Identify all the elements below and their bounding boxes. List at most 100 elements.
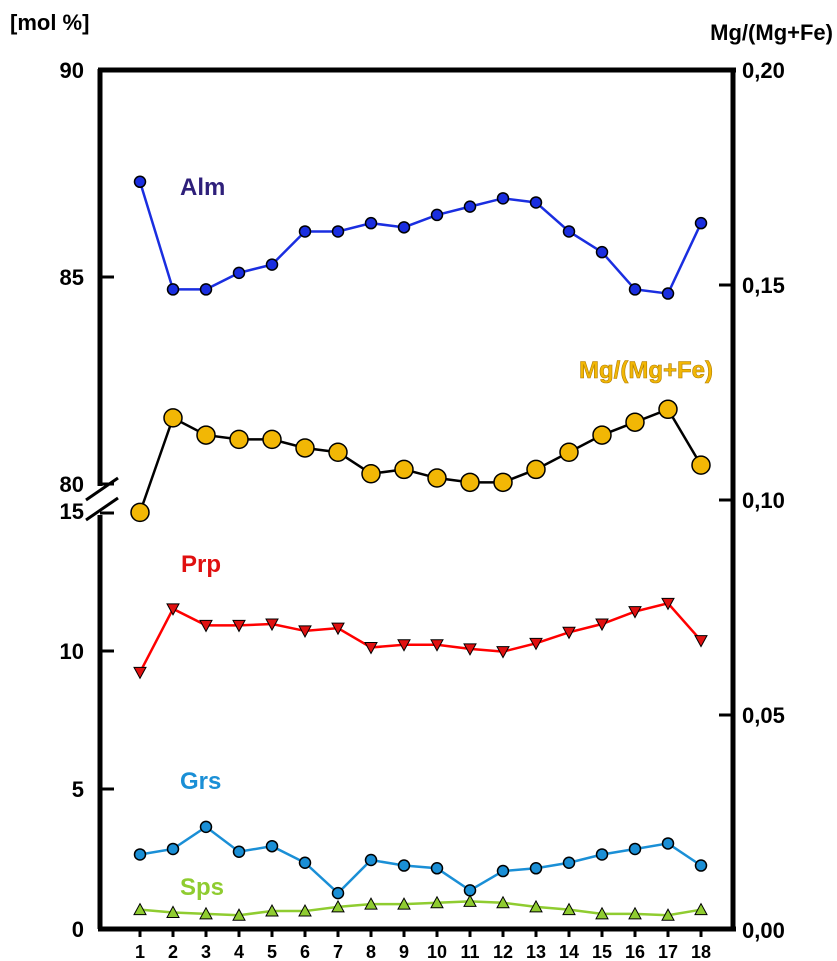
series-label-mg-mg-fe: Mg/(Mg+Fe) xyxy=(579,357,713,384)
x-tick-label: 9 xyxy=(399,942,409,961)
data-point-mg-mg-fe xyxy=(526,459,546,480)
data-point-grs xyxy=(265,839,279,853)
data-point-prp xyxy=(199,619,213,633)
data-point-sps xyxy=(166,905,180,918)
series-line-grs xyxy=(139,825,702,895)
x-tick-label: 13 xyxy=(526,942,546,961)
x-tick-label: 6 xyxy=(300,942,310,961)
data-point-grs xyxy=(331,886,345,900)
axis-break-mark-lower xyxy=(85,496,119,522)
data-point-sps xyxy=(562,902,576,916)
data-point-alm xyxy=(628,283,642,296)
data-point-grs xyxy=(397,859,411,872)
data-point-alm xyxy=(298,225,312,238)
data-point-grs xyxy=(364,853,378,867)
x-axis-ticks: 1 2 3 4 5 6 7 8 9 10 11 12 13 14 15 16 17 18 xyxy=(135,929,711,961)
data-point-prp xyxy=(661,597,675,611)
series-line-mg-mg-fe xyxy=(138,407,703,513)
data-point-sps xyxy=(595,906,609,920)
data-point-sps xyxy=(430,895,444,909)
series-mg-mg-fe xyxy=(130,399,711,523)
left-tick-label-5: 5 xyxy=(72,777,84,802)
data-point-mg-mg-fe xyxy=(427,468,447,488)
data-point-prp xyxy=(694,635,708,648)
data-point-grs xyxy=(133,848,147,861)
data-point-grs xyxy=(496,864,510,878)
data-point-sps xyxy=(232,908,246,921)
data-point-grs xyxy=(166,842,180,856)
data-point-alm xyxy=(430,208,444,222)
data-point-prp xyxy=(331,622,345,636)
right-tick-label-0-00: 0,00 xyxy=(742,918,785,943)
data-point-grs xyxy=(628,842,642,856)
left-lower-ticks xyxy=(100,511,114,791)
right-axis-label: Mg/(Mg+Fe) xyxy=(710,20,833,45)
series-line-prp xyxy=(138,601,702,673)
data-point-mg-mg-fe xyxy=(295,438,315,458)
data-point-sps xyxy=(496,895,510,909)
data-point-prp xyxy=(166,603,180,616)
data-point-grs xyxy=(595,848,609,861)
right-tick-label-0-10: 0,10 xyxy=(742,488,785,513)
data-point-grs xyxy=(199,820,213,834)
axis-break xyxy=(85,476,119,522)
data-point-alm xyxy=(133,175,147,189)
x-tick-label: 4 xyxy=(234,942,244,961)
data-point-sps xyxy=(463,894,477,907)
data-point-alm xyxy=(562,225,576,238)
data-point-mg-mg-fe xyxy=(229,429,249,450)
data-point-alm xyxy=(199,283,213,296)
data-point-prp xyxy=(496,646,510,659)
x-tick-label: 15 xyxy=(592,942,612,961)
data-point-prp xyxy=(364,641,378,655)
x-tick-label: 14 xyxy=(559,942,579,961)
data-point-mg-mg-fe xyxy=(196,425,216,445)
data-point-prp xyxy=(595,618,609,632)
data-point-grs xyxy=(562,856,576,870)
left-axis-unit-label: [mol %] xyxy=(10,10,89,35)
data-point-sps xyxy=(694,902,708,916)
data-point-mg-mg-fe xyxy=(559,442,579,463)
x-tick-label: 2 xyxy=(168,942,178,961)
data-point-grs xyxy=(661,837,675,850)
data-point-sps xyxy=(397,897,411,910)
data-point-mg-mg-fe xyxy=(625,412,645,432)
data-point-alm xyxy=(331,225,345,238)
data-point-alm xyxy=(661,287,675,300)
data-point-mg-mg-fe xyxy=(493,472,513,493)
data-point-sps xyxy=(331,899,345,913)
data-point-sps xyxy=(199,906,213,920)
left-tick-label-15: 15 xyxy=(60,499,84,524)
left-tick-label-85: 85 xyxy=(60,265,84,290)
data-point-sps xyxy=(364,897,378,910)
data-point-alm xyxy=(166,283,180,296)
data-point-mg-mg-fe xyxy=(592,425,612,445)
data-point-mg-mg-fe xyxy=(130,502,150,523)
series-layer xyxy=(130,175,711,921)
x-tick-label: 16 xyxy=(625,942,645,961)
data-point-mg-mg-fe xyxy=(361,463,381,484)
data-point-mg-mg-fe xyxy=(394,459,414,480)
left-tick-label-90: 90 xyxy=(60,58,84,83)
data-point-prp xyxy=(463,643,477,656)
data-point-mg-mg-fe xyxy=(658,399,678,420)
data-point-alm xyxy=(232,266,246,280)
x-tick-label: 11 xyxy=(460,942,479,961)
series-grs xyxy=(133,820,708,900)
data-point-grs xyxy=(298,856,312,870)
data-point-grs xyxy=(529,862,543,875)
left-upper-ticks xyxy=(100,68,114,486)
x-tick-label: 10 xyxy=(427,942,447,961)
data-point-alm xyxy=(694,216,708,230)
series-line-sps xyxy=(139,900,702,917)
axis-break-mark-upper xyxy=(85,476,119,502)
data-point-sps xyxy=(628,906,642,920)
data-point-mg-mg-fe xyxy=(163,408,183,428)
data-point-prp xyxy=(628,606,642,619)
x-tick-label: 17 xyxy=(658,942,678,961)
data-point-sps xyxy=(529,899,543,913)
data-point-prp xyxy=(562,626,576,640)
data-point-alm xyxy=(595,245,609,259)
data-point-alm xyxy=(265,258,279,271)
data-point-prp xyxy=(265,618,279,632)
